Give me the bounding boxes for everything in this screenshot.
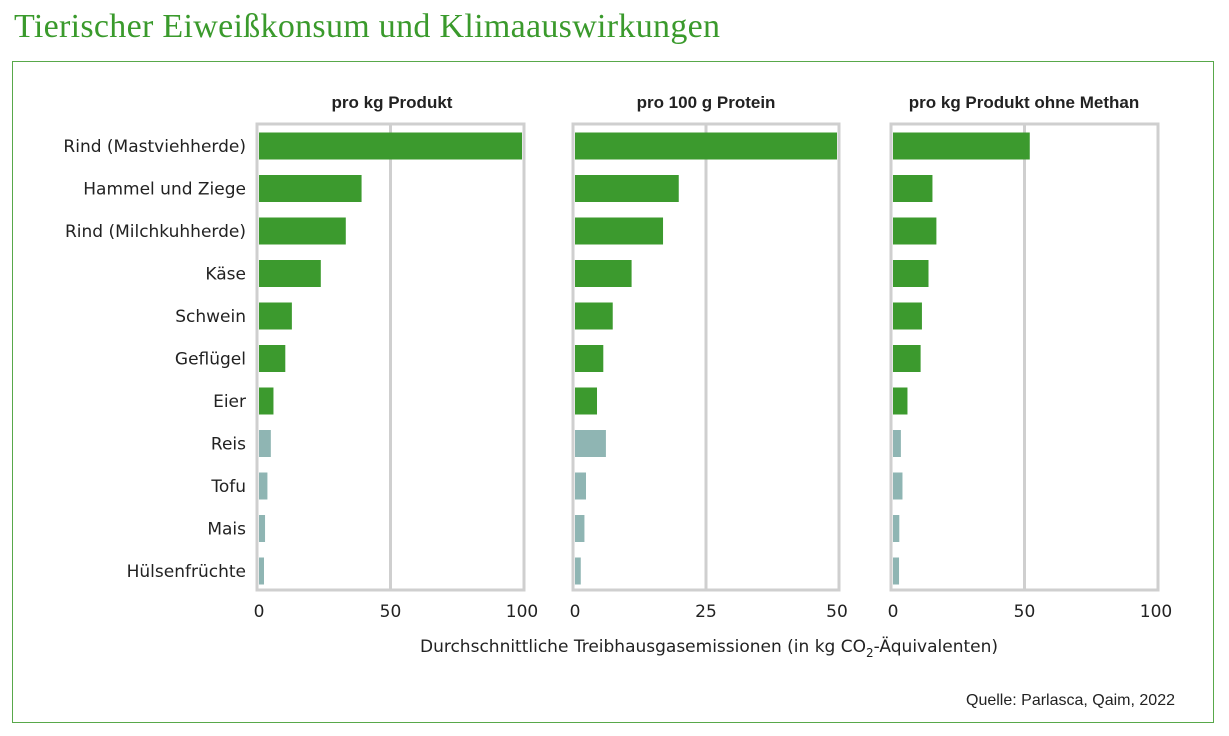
bar — [575, 345, 604, 372]
category-label: Rind (Milchkuhherde) — [65, 222, 246, 242]
chart-panels: pro kg Produkt 0 50 100 pro 100 g Protein 0 25… — [254, 93, 1173, 622]
panel-title: pro 100 g Protein — [637, 93, 776, 112]
bar — [575, 260, 632, 287]
x-tick-label: 0 — [888, 602, 899, 622]
bar — [893, 345, 921, 372]
x-tick-label: 50 — [1014, 602, 1036, 622]
page-title: Tierischer Eiweißkonsum und Klimaauswirk… — [14, 8, 721, 45]
bar — [575, 132, 837, 160]
bar — [893, 387, 908, 415]
bar — [259, 515, 266, 542]
chart-frame — [12, 61, 1214, 723]
x-axis-label: Durchschnittliche Treibhausgasemissionen… — [420, 636, 998, 660]
category-label: Reis — [211, 435, 246, 455]
bar — [575, 302, 613, 330]
bar — [259, 260, 321, 287]
bar — [575, 217, 664, 245]
x-tick-label: 0 — [570, 602, 581, 622]
bar — [575, 430, 606, 457]
category-label: Geflügel — [175, 350, 246, 370]
bar — [893, 515, 900, 542]
bar — [259, 387, 274, 415]
panel-title: pro kg Produkt ohne Methan — [909, 93, 1139, 112]
category-label: Mais — [207, 520, 246, 540]
bar — [259, 345, 286, 372]
category-label: Hülsenfrüchte — [127, 562, 246, 582]
x-tick-label: 50 — [380, 602, 402, 622]
panel-1: pro kg Produkt 0 50 100 — [254, 93, 539, 622]
x-tick-label: 100 — [506, 602, 538, 622]
bar — [259, 175, 362, 202]
bar — [259, 132, 522, 160]
bar — [893, 430, 901, 457]
bar — [893, 472, 903, 500]
bar — [893, 260, 929, 287]
bar — [575, 175, 679, 202]
bar — [575, 515, 585, 542]
bar — [893, 217, 937, 245]
bar — [259, 472, 268, 500]
category-label: Hammel und Ziege — [83, 180, 246, 200]
category-label: Käse — [205, 265, 246, 285]
category-label: Eier — [213, 392, 246, 412]
category-label: Schwein — [175, 307, 246, 327]
category-label: Rind (Mastviehherde) — [63, 137, 246, 157]
bar — [893, 175, 933, 202]
x-tick-label: 0 — [254, 602, 265, 622]
x-tick-label: 100 — [1140, 602, 1172, 622]
category-label: Tofu — [210, 477, 246, 497]
x-tick-label: 25 — [695, 602, 717, 622]
bar — [259, 557, 264, 585]
bar — [893, 302, 922, 330]
panel-2: pro 100 g Protein 0 25 50 — [570, 93, 848, 622]
bar — [575, 557, 581, 585]
panel-title: pro kg Produkt — [332, 93, 453, 112]
bar — [893, 132, 1030, 160]
category-labels: Rind (Mastviehherde) Hammel und Ziege Rind… — [63, 137, 246, 582]
bar — [259, 217, 346, 245]
bar — [893, 557, 900, 585]
bar — [575, 387, 598, 415]
bar — [575, 472, 587, 500]
bar — [259, 302, 292, 330]
panel-3: pro kg Produkt ohne Methan 0 50 100 — [888, 93, 1173, 622]
bar — [259, 430, 271, 457]
source-note: Quelle: Parlasca, Qaim, 2022 — [966, 692, 1175, 709]
x-tick-label: 50 — [826, 602, 848, 622]
